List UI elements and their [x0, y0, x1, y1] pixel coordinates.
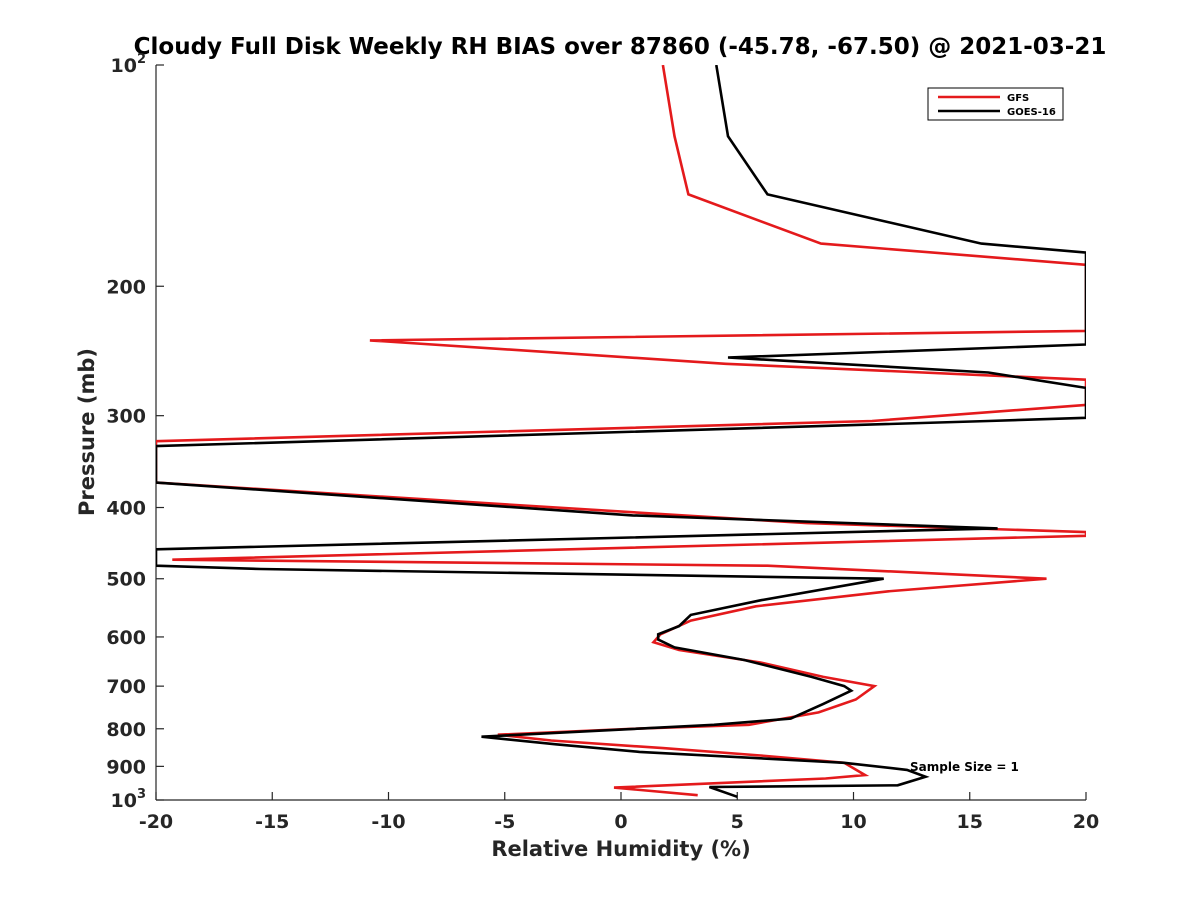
x-tick-label: 20	[1073, 811, 1099, 833]
x-tick-label: -20	[139, 811, 173, 833]
series-layer	[156, 65, 1086, 799]
legend-label-goes16: GOES-16	[1007, 107, 1056, 118]
x-axis: -20 -15 -10 -5 0 5 10 15 20	[139, 792, 1099, 833]
x-tick-label: -10	[371, 811, 405, 833]
legend-box	[927, 87, 1064, 121]
x-tick-label: 0	[614, 811, 627, 833]
y-tick-label: 600	[106, 627, 146, 649]
chart-title: Cloudy Full Disk Weekly RH BIAS over 878…	[134, 34, 1107, 60]
y-tick-label: 300	[106, 406, 146, 428]
x-tick-label: -5	[494, 811, 515, 833]
y-tick-label: 900	[106, 756, 146, 778]
x-tick-label: 5	[731, 811, 744, 833]
y-tick-label: 102	[111, 52, 147, 77]
legend: GFS GOES-16	[927, 87, 1064, 121]
y-axis-label: Pressure (mb)	[75, 348, 99, 516]
y-tick-label: 800	[106, 719, 146, 741]
x-axis-label: Relative Humidity (%)	[491, 837, 750, 861]
y-tick-label: 700	[106, 676, 146, 698]
y-tick-label: 103	[111, 787, 147, 812]
x-tick-label: 15	[957, 811, 983, 833]
series-line-gfs	[156, 65, 1086, 797]
y-tick-label: 200	[106, 276, 146, 298]
y-tick-label: 400	[106, 498, 146, 520]
x-tick-label: 10	[840, 811, 866, 833]
legend-label-gfs: GFS	[1007, 93, 1029, 104]
x-tick-label: -15	[255, 811, 289, 833]
sample-size-annotation: Sample Size = 1	[910, 760, 1019, 774]
y-tick-label: 500	[106, 569, 146, 591]
y-axis: 102 200 300 400 500 600 700 800 900 103	[106, 52, 164, 812]
series-line-goes-16	[156, 65, 1086, 799]
